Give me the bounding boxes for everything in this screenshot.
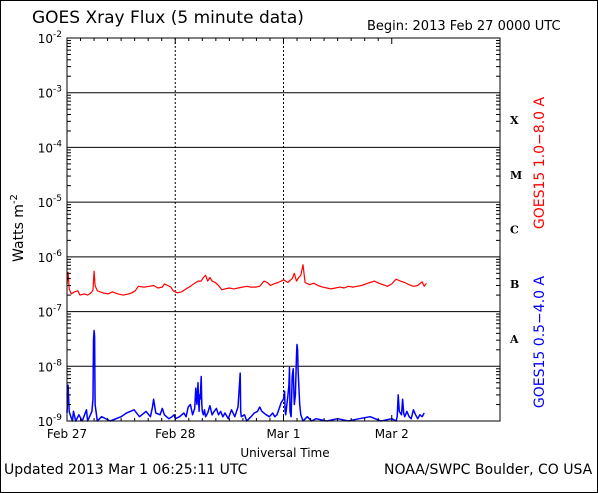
y-tick-base: 10 [38,196,53,210]
updated-timestamp: Updated 2013 Mar 1 06:25:11 UTC [4,462,248,478]
y-tick-label: 10-7 [38,304,62,320]
y-tick-base: 10 [38,32,53,46]
y-tick-label: 10-3 [38,85,62,101]
y-tick-exponent: -8 [53,358,62,368]
y-axis-label-text: Watts m [11,204,27,262]
y-tick-label: 10-5 [38,194,62,210]
y-tick-exponent: -3 [53,85,62,95]
y-tick-base: 10 [38,415,53,429]
flare-class-label: X [510,114,519,127]
y-tick-exponent: -4 [53,139,62,149]
y-tick-label: 10-6 [38,249,63,265]
legend-label: GOES15 1.0−8.0 A [532,97,548,230]
series-layer [66,264,427,422]
flare-class-label: B [510,278,519,291]
x-axis-label: Universal Time [240,446,329,460]
y-axis-label-exponent: -2 [9,194,20,204]
y-tick-exponent: -7 [53,304,62,314]
flare-class-label: M [510,169,522,182]
legend-entry: GOES15 0.5−4.0 A [532,276,548,409]
series-short-wavelength [66,329,425,422]
x-tick-label: Feb 27 [47,427,87,441]
grid-layer [67,38,500,421]
legend-label: GOES15 0.5−4.0 A [532,276,548,409]
y-tick-label: 10-8 [38,358,63,374]
y-axis-label-group: Watts m-2 [9,194,27,262]
y-tick-exponent: -6 [53,249,62,259]
flare-class-label: A [509,333,519,346]
y-tick-label: 10-4 [38,139,63,155]
credit-label: NOAA/SWPC Boulder, CO USA [384,462,593,478]
y-axis-label: Watts m-2 [9,194,27,262]
y-tick-exponent: -5 [53,194,62,204]
y-tick-base: 10 [38,306,53,320]
flare-class-label: C [510,224,519,237]
y-tick-exponent: -9 [53,413,62,423]
begin-time-label: Begin: 2013 Feb 27 0000 UTC [367,19,561,34]
series-long-wavelength [66,264,427,296]
y-tick-exponent: -2 [53,30,62,40]
y-tick-label: 10-9 [38,413,63,429]
x-tick-label: Mar 1 [266,427,300,441]
y-tick-label: 10-2 [38,30,62,46]
y-tick-base: 10 [38,251,53,265]
y-tick-base: 10 [38,360,53,374]
y-tick-base: 10 [38,87,53,101]
y-tick-base: 10 [38,141,53,155]
chart-title: GOES Xray Flux (5 minute data) [32,8,304,28]
x-tick-label: Feb 28 [155,427,195,441]
legend-entry: GOES15 1.0−8.0 A [532,97,548,230]
x-tick-label: Mar 2 [375,427,409,441]
